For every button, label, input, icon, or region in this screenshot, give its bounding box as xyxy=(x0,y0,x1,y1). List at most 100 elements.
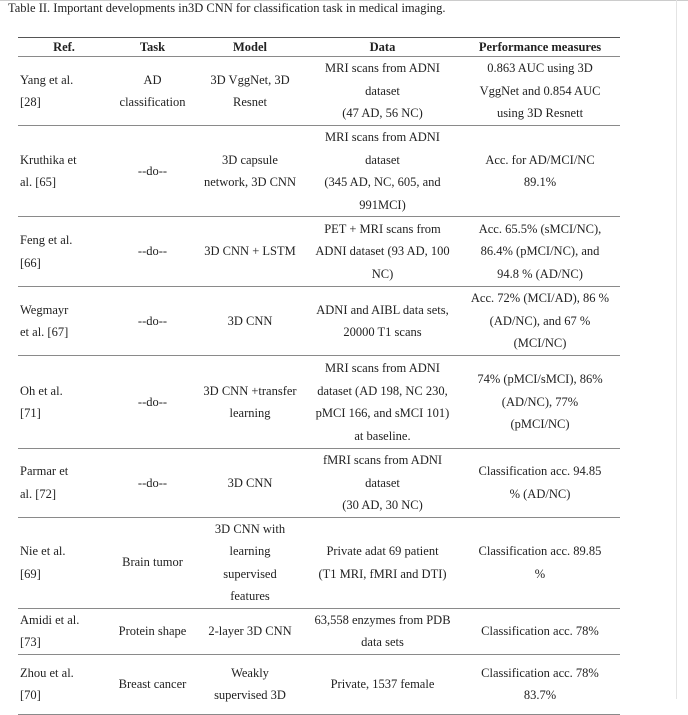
table-header-row: Ref. Task Model Data Performance measure… xyxy=(18,37,620,57)
cell-line: al. [72] xyxy=(20,486,57,501)
cell-model: 2-layer 3D CNN xyxy=(195,608,305,655)
cell-line: [73] xyxy=(20,635,41,649)
cell-line: Acc. 65.5% (sMCI/NC), xyxy=(478,221,602,236)
cell-line: Brain tumor xyxy=(122,555,183,570)
cell-line: 63,558 enzymes from PDB xyxy=(314,612,451,627)
cell-line: 3D VggNet, 3D xyxy=(210,72,290,87)
cell-data: MRI scans from ADNI dataset (AD 198, NC 2… xyxy=(305,355,460,449)
cell-model: 3D capsule network, 3D CNN xyxy=(195,125,305,217)
cell-perf: 74% (pMCI/sMCI), 86% (AD/NC), 77% (pMCI/NC… xyxy=(460,355,620,449)
cell-ref: Kruthika et al. [65] xyxy=(18,125,110,217)
header-ref: Ref. xyxy=(18,37,110,57)
cell-line: dataset xyxy=(365,83,400,98)
developments-table: Ref. Task Model Data Performance measure… xyxy=(18,37,620,715)
cell-line: NC) xyxy=(371,266,394,281)
cell-model: 3D CNN with learning supervised features xyxy=(195,517,305,609)
table-row: Nie et al. [69] Brain tumor 3D CNN with lear… xyxy=(18,517,620,609)
cell-line: Feng et al. xyxy=(20,233,73,247)
cell-task: Protein shape xyxy=(110,608,195,655)
cell-line: 3D CNN + LSTM xyxy=(204,244,296,259)
cell-line: 3D CNN xyxy=(227,313,273,328)
cell-line: VggNet and 0.854 AUC xyxy=(479,83,601,98)
cell-data: PET + MRI scans from ADNI dataset (93 AD,… xyxy=(305,216,460,287)
cell-ref: Amidi et al. [73] xyxy=(18,608,110,655)
cell-line: Classification acc. 94.85 xyxy=(478,464,602,479)
table-row: Feng et al. [66] --do-- 3D CNN + LSTM PET + … xyxy=(18,216,620,287)
cell-model: 3D CNN +transfer learning xyxy=(195,355,305,449)
cell-line: [66] xyxy=(20,255,41,270)
cell-line: Amidi et al. xyxy=(20,612,80,627)
cell-line: (30 AD, 30 NC) xyxy=(342,498,423,512)
cell-perf: Classification acc. 78% 83.7% xyxy=(460,654,620,715)
cell-line: [69] xyxy=(20,566,41,581)
cell-line: Acc. 72% (MCI/AD), 86 % xyxy=(470,291,610,306)
cell-ref: Nie et al. [69] xyxy=(18,517,110,609)
cell-line: supervised xyxy=(223,566,277,581)
cell-line: 83.7% xyxy=(523,688,557,702)
cell-line: 0.863 AUC using 3D xyxy=(487,61,593,76)
cell-line: classification xyxy=(119,95,186,109)
cell-line: Classification acc. 89.85 xyxy=(478,544,602,558)
cell-line: dataset xyxy=(365,152,400,167)
cell-ref: Feng et al. [66] xyxy=(18,216,110,287)
cell-perf: Classification acc. 89.85% xyxy=(460,517,620,609)
cell-line: --do-- xyxy=(137,394,168,409)
table-caption: Table II. Important developments in3D CN… xyxy=(8,1,446,15)
cell-data: 63,558 enzymes from PDB data sets xyxy=(305,608,460,655)
cell-line: % (AD/NC) xyxy=(509,486,571,501)
table-row: Kruthika et al. [65] --do-- 3D capsule netwo… xyxy=(18,125,620,217)
cell-ref: Wegmayr et al. [67] xyxy=(18,286,110,356)
header-performance: Performance measures xyxy=(460,37,620,57)
cell-line: [71] xyxy=(20,406,41,420)
cell-line: [70] xyxy=(20,688,41,702)
cell-line: Classification acc. 78% xyxy=(481,623,599,638)
cell-line: supervised 3D xyxy=(214,688,286,702)
cell-line: at baseline. xyxy=(354,428,411,443)
cell-line: al. [65] xyxy=(20,175,57,189)
cell-line: (pMCI/NC) xyxy=(510,417,570,432)
cell-data: MRI scans from ADNI dataset (345 AD, NC, 6… xyxy=(305,125,460,217)
cell-line: data sets xyxy=(361,635,404,649)
table-row: Wegmayr et al. [67] --do-- 3D CNN ADNI and A… xyxy=(18,286,620,356)
cell-line: et al. [67] xyxy=(20,325,69,339)
cell-line: 89.1% xyxy=(523,175,557,189)
cell-line: --do-- xyxy=(137,313,168,328)
cell-line: ADNI and AIBL data sets, xyxy=(316,302,449,317)
cell-line: network, 3D CNN xyxy=(203,175,296,189)
cell-perf: Classification acc. 78% xyxy=(460,608,620,655)
cell-model: 3D CNN + LSTM xyxy=(195,216,305,287)
cell-task: AD classification xyxy=(110,56,195,126)
cell-line: 74% (pMCI/sMCI), 86% xyxy=(477,372,603,387)
cell-line: Protein shape xyxy=(118,623,187,638)
cell-line: 20000 T1 scans xyxy=(343,325,422,339)
cell-line: 3D capsule xyxy=(222,152,278,167)
table-row: Parmar et al. [72] --do-- 3D CNN fMRI scans … xyxy=(18,448,620,518)
cell-line: learning xyxy=(229,544,271,558)
cell-data: ADNI and AIBL data sets, 20000 T1 scans xyxy=(305,286,460,356)
cell-ref: Zhou et al. [70] xyxy=(18,654,110,715)
cell-line: --do-- xyxy=(137,244,168,259)
cell-model: 3D CNN xyxy=(195,286,305,356)
cell-perf: Acc. for AD/MCI/NC 89.1% xyxy=(460,125,620,217)
cell-line: using 3D Resnett xyxy=(496,106,584,121)
cell-line: Oh et al. xyxy=(20,383,63,398)
cell-line: --do-- xyxy=(137,163,168,178)
cell-line: 3D CNN +transfer xyxy=(203,383,297,398)
cell-line: % xyxy=(534,566,546,581)
cell-line: Kruthika et xyxy=(20,152,77,167)
cell-line: PET + MRI scans from xyxy=(324,221,441,236)
header-model: Model xyxy=(195,37,305,57)
cell-line: Zhou et al. xyxy=(20,665,74,680)
cell-task: --do-- xyxy=(110,448,195,518)
cell-perf: 0.863 AUC using 3D VggNet and 0.854 AUC us… xyxy=(460,56,620,126)
cell-line: (AD/NC), 77% xyxy=(501,394,579,409)
cell-line: dataset xyxy=(365,475,400,490)
cell-line: (47 AD, 56 NC) xyxy=(342,106,423,121)
cell-perf: Classification acc. 94.85 % (AD/NC) xyxy=(460,448,620,518)
cell-data: fMRI scans from ADNI dataset (30 AD, 30 NC… xyxy=(305,448,460,518)
cell-line: Parmar et xyxy=(20,464,69,479)
table-row: Zhou et al. [70] Breast cancer Weakly superv… xyxy=(18,654,620,715)
cell-line: (345 AD, NC, 605, and xyxy=(324,175,441,189)
cell-data: Private, 1537 female xyxy=(305,654,460,715)
table-row: Amidi et al. [73] Protein shape 2-layer 3D … xyxy=(18,608,620,655)
